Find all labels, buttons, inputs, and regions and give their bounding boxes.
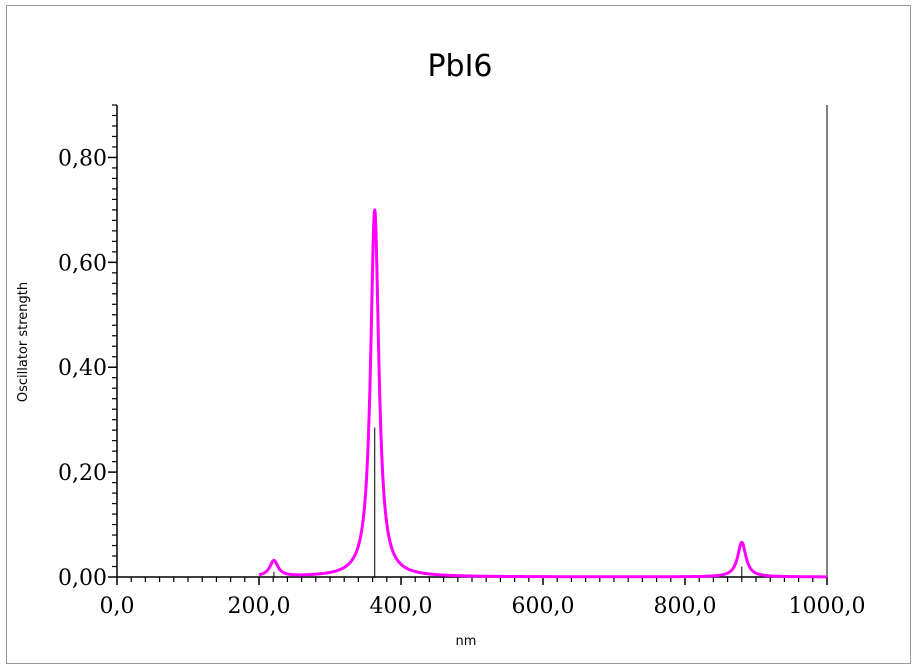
x-tick-label: 200,0 [228, 594, 291, 619]
chart-title: PbI6 [427, 49, 492, 84]
spectrum-line [257, 208, 829, 579]
x-tick-label: 1000,0 [789, 594, 866, 619]
y-tick-label: 0,80 [58, 146, 107, 171]
x-tick-label: 0,0 [100, 594, 135, 619]
x-axis-label: nm [456, 634, 477, 649]
plot-area: 0,0 200,0 400,0 600,0 800,0 1000,0 0,00 0,20 0,4… [58, 104, 866, 619]
y-axis-label: Oscillator strength [16, 282, 31, 402]
x-tick-label: 600,0 [512, 594, 575, 619]
y-tick-label: 0,60 [58, 251, 107, 276]
y-tick-label: 0,00 [58, 566, 107, 591]
x-tick-label: 800,0 [654, 594, 717, 619]
chart-frame [6, 5, 911, 664]
x-tick-label: 400,0 [370, 594, 433, 619]
y-tick-label: 0,40 [58, 356, 107, 381]
y-tick-label: 0,20 [58, 461, 107, 486]
